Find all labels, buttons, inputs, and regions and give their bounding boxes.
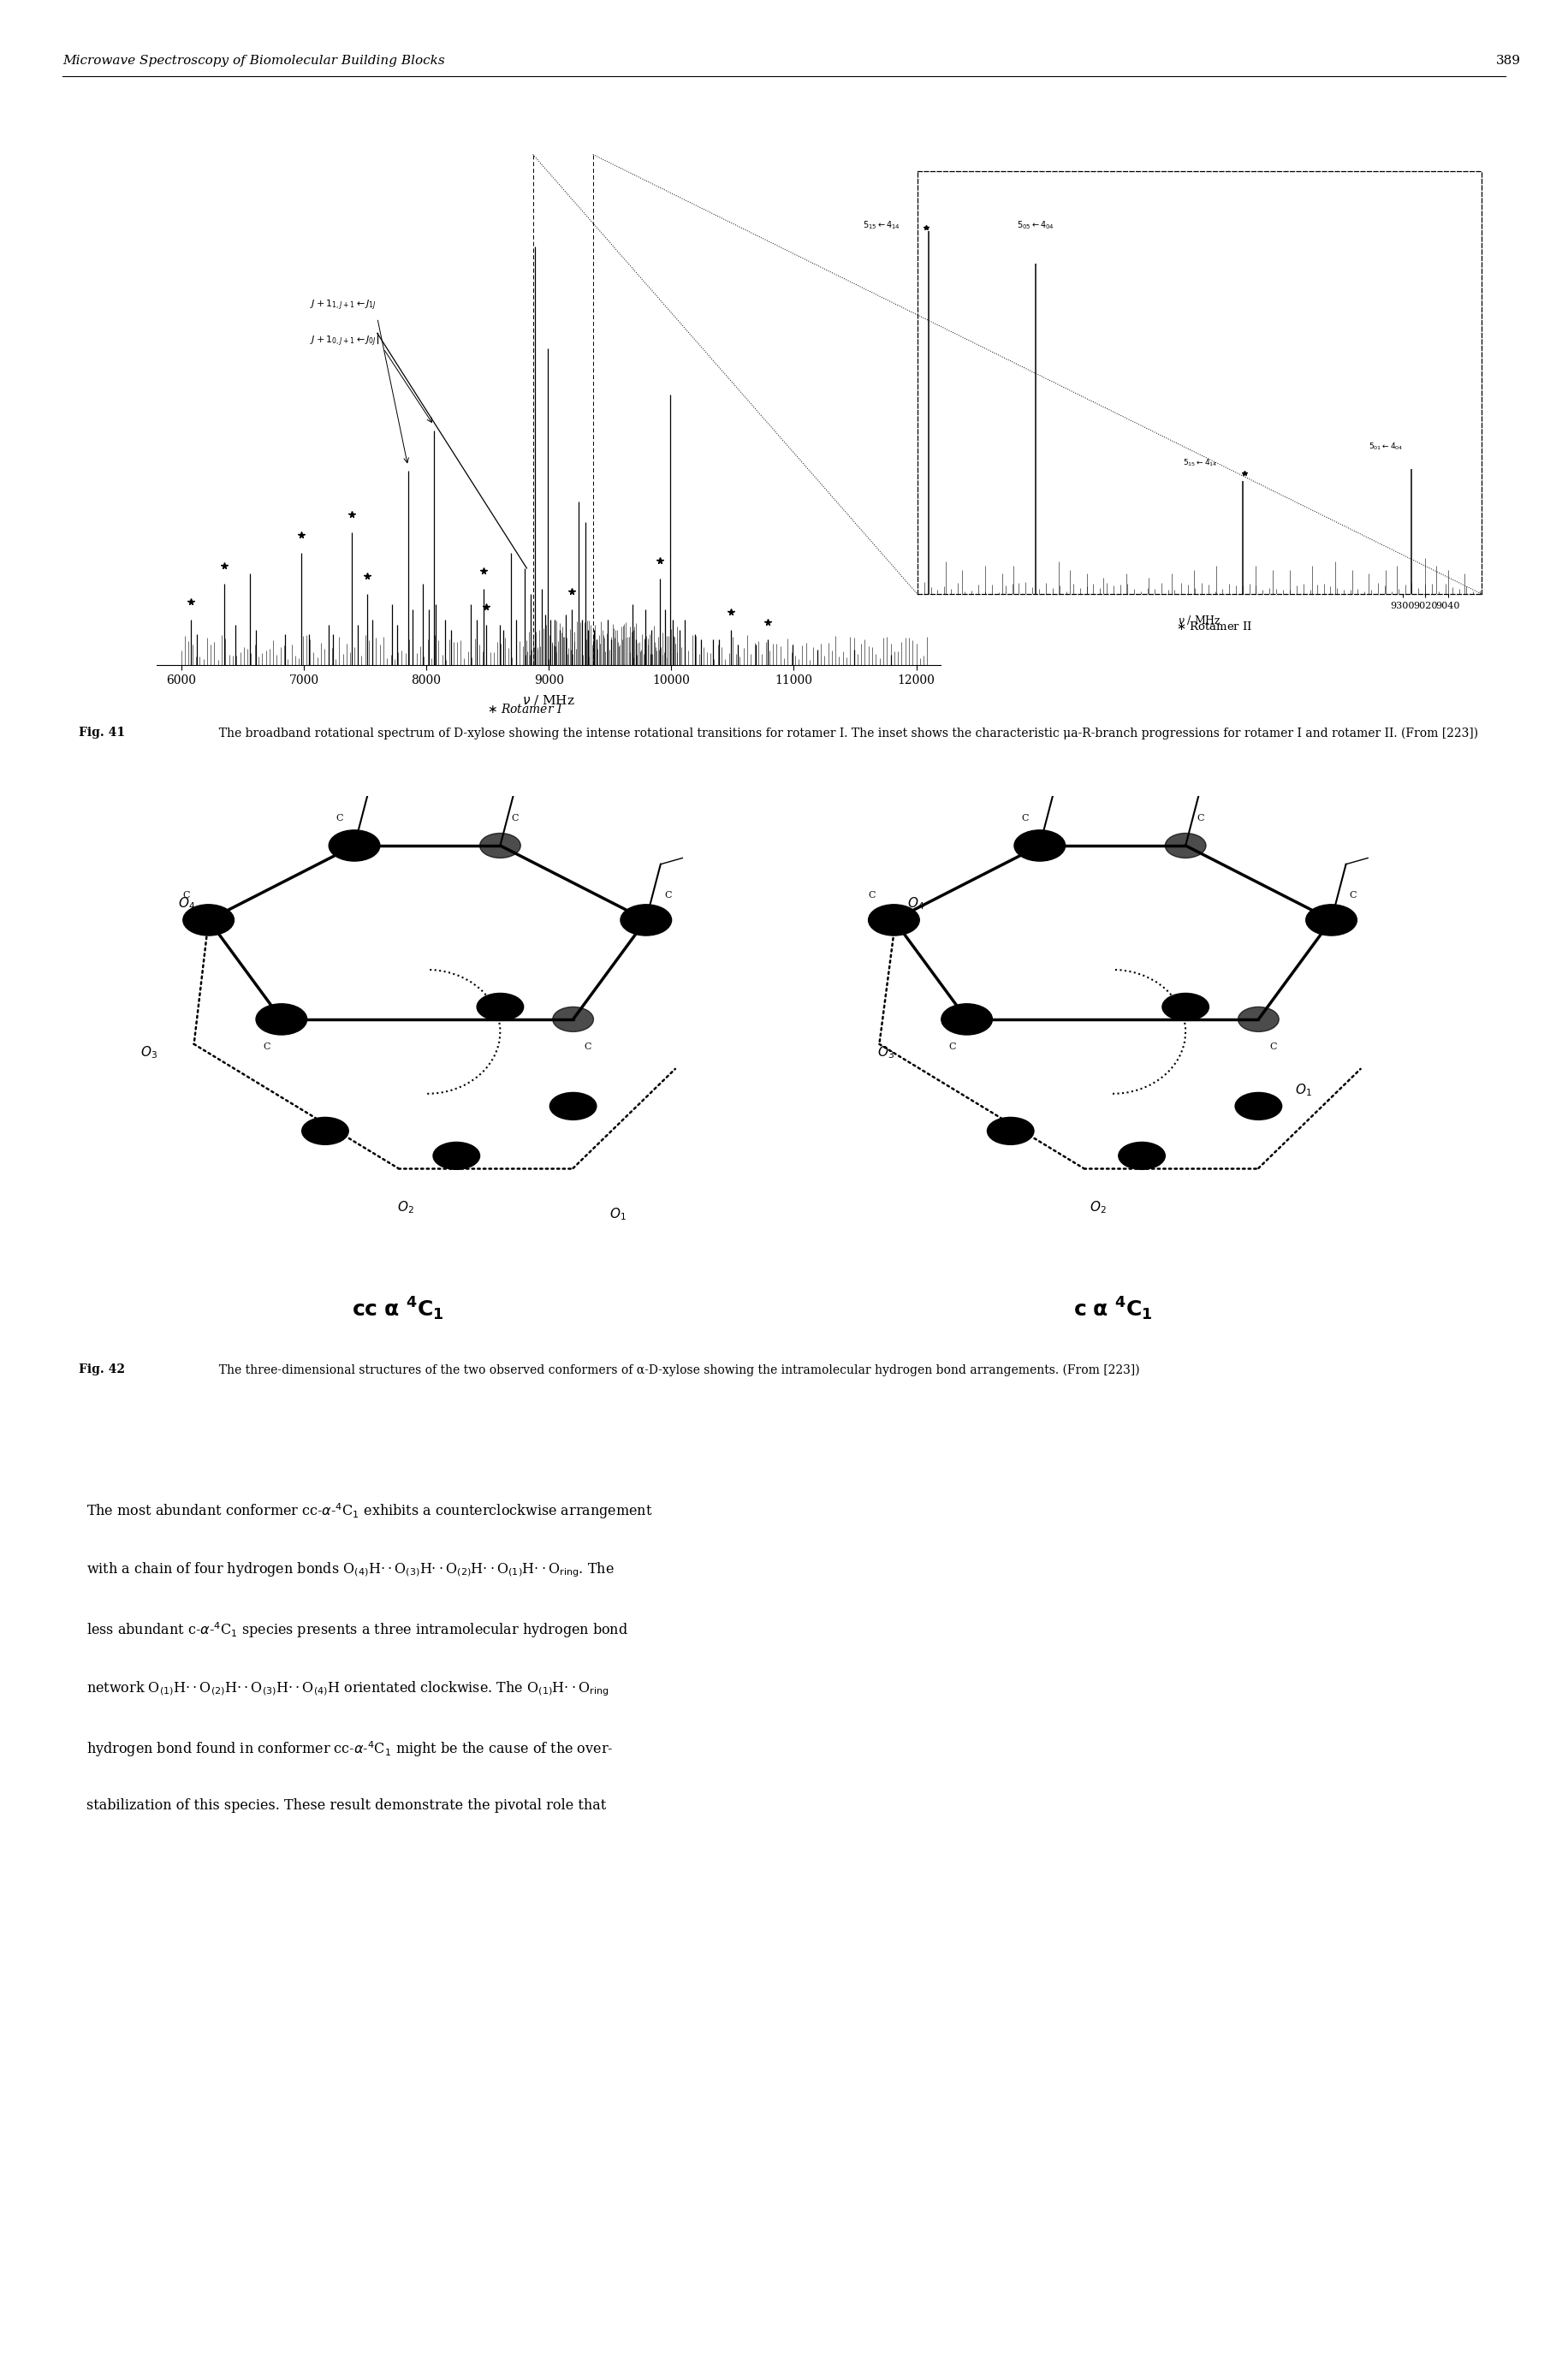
Text: C: C bbox=[336, 815, 343, 822]
Text: hydrogen bond found in conformer cc-$\alpha$-$^4$C$_1$ might be the cause of the: hydrogen bond found in conformer cc-$\al… bbox=[86, 1739, 613, 1758]
Ellipse shape bbox=[1306, 905, 1356, 936]
X-axis label: $\nu$ / MHz: $\nu$ / MHz bbox=[1178, 613, 1221, 627]
Ellipse shape bbox=[1014, 829, 1065, 860]
Ellipse shape bbox=[550, 1093, 596, 1119]
Text: The three-dimensional structures of the two observed conformers of α-D-xylose sh: The three-dimensional structures of the … bbox=[212, 1364, 1140, 1376]
Text: C: C bbox=[511, 815, 519, 822]
Text: $O_3$: $O_3$ bbox=[877, 1045, 894, 1060]
Text: Fig. 42: Fig. 42 bbox=[78, 1364, 124, 1376]
Text: stabilization of this species. These result demonstrate the pivotal role that: stabilization of this species. These res… bbox=[86, 1799, 605, 1813]
Ellipse shape bbox=[303, 1117, 348, 1145]
Text: $\mathbf{c\ \alpha\ }$$\mathbf{^4C_1}$: $\mathbf{c\ \alpha\ }$$\mathbf{^4C_1}$ bbox=[1073, 1295, 1152, 1323]
Text: $5_{01}\leftarrow 4_{04}$: $5_{01}\leftarrow 4_{04}$ bbox=[1369, 442, 1403, 451]
Ellipse shape bbox=[941, 1003, 993, 1036]
Text: C: C bbox=[949, 1043, 956, 1050]
Text: C: C bbox=[1021, 815, 1029, 822]
Ellipse shape bbox=[1236, 1093, 1281, 1119]
Text: $O_1$: $O_1$ bbox=[610, 1207, 627, 1221]
Text: C: C bbox=[183, 891, 190, 901]
Text: $O_1$: $O_1$ bbox=[1295, 1081, 1312, 1098]
Text: $\ast$ Rotamer I: $\ast$ Rotamer I bbox=[488, 703, 563, 715]
Text: network O$_{(1)}$H$\cdot\cdot$O$_{(2)}$H$\cdot\cdot$O$_{(3)}$H$\cdot\cdot$O$_{(4: network O$_{(1)}$H$\cdot\cdot$O$_{(2)}$H… bbox=[86, 1680, 608, 1699]
Text: $\mathbf{cc\ \alpha\ }$$\mathbf{^4C_1}$: $\mathbf{cc\ \alpha\ }$$\mathbf{^4C_1}$ bbox=[353, 1295, 444, 1323]
Text: $5_{15}\leftarrow 4_{14}$: $5_{15}\leftarrow 4_{14}$ bbox=[862, 219, 900, 230]
Text: $5_{15}\leftarrow 4_{14}$: $5_{15}\leftarrow 4_{14}$ bbox=[1182, 459, 1217, 468]
Text: C: C bbox=[583, 1043, 591, 1050]
Ellipse shape bbox=[621, 905, 671, 936]
Ellipse shape bbox=[433, 1143, 480, 1169]
Text: $J+1_{0,J+1}\leftarrow J_{0J}$: $J+1_{0,J+1}\leftarrow J_{0J}$ bbox=[310, 335, 376, 349]
Ellipse shape bbox=[988, 1117, 1033, 1145]
Ellipse shape bbox=[1118, 1143, 1165, 1169]
X-axis label: $\nu$ / MHz: $\nu$ / MHz bbox=[522, 694, 575, 708]
Text: C: C bbox=[1350, 891, 1356, 901]
Ellipse shape bbox=[869, 905, 919, 936]
Text: $O_4$: $O_4$ bbox=[179, 896, 196, 912]
Ellipse shape bbox=[477, 993, 524, 1022]
Text: The broadband rotational spectrum of D-xylose showing the intense rotational tra: The broadband rotational spectrum of D-x… bbox=[212, 727, 1479, 739]
Text: $O_4$: $O_4$ bbox=[908, 896, 925, 912]
Text: C: C bbox=[1270, 1043, 1276, 1050]
Text: $\ast$ Rotamer II: $\ast$ Rotamer II bbox=[1176, 620, 1253, 632]
Ellipse shape bbox=[329, 829, 379, 860]
Text: $O_2$: $O_2$ bbox=[397, 1200, 414, 1217]
Text: C: C bbox=[263, 1043, 271, 1050]
Text: C: C bbox=[869, 891, 875, 901]
Text: Microwave Spectroscopy of Biomolecular Building Blocks: Microwave Spectroscopy of Biomolecular B… bbox=[63, 55, 445, 67]
Ellipse shape bbox=[1165, 834, 1206, 858]
Ellipse shape bbox=[1162, 993, 1209, 1022]
Ellipse shape bbox=[256, 1003, 307, 1036]
Ellipse shape bbox=[480, 834, 521, 858]
Text: $O_3$: $O_3$ bbox=[141, 1045, 157, 1060]
Ellipse shape bbox=[183, 905, 234, 936]
Text: $J+1_{1,J+1}\leftarrow J_{1J}$: $J+1_{1,J+1}\leftarrow J_{1J}$ bbox=[310, 299, 376, 314]
Ellipse shape bbox=[1239, 1007, 1279, 1031]
Text: with a chain of four hydrogen bonds O$_{(4)}$H$\cdot\cdot$O$_{(3)}$H$\cdot\cdot$: with a chain of four hydrogen bonds O$_{… bbox=[86, 1561, 615, 1580]
Text: The most abundant conformer cc-$\alpha$-$^4$C$_1$ exhibits a counterclockwise ar: The most abundant conformer cc-$\alpha$-… bbox=[86, 1502, 652, 1521]
Text: C: C bbox=[1196, 815, 1204, 822]
Text: $O_2$: $O_2$ bbox=[1090, 1200, 1107, 1217]
Text: 389: 389 bbox=[1496, 55, 1521, 67]
Ellipse shape bbox=[552, 1007, 594, 1031]
Text: Fig. 41: Fig. 41 bbox=[78, 727, 125, 739]
Text: $5_{05}\leftarrow 4_{04}$: $5_{05}\leftarrow 4_{04}$ bbox=[1016, 219, 1054, 230]
Text: C: C bbox=[665, 891, 671, 901]
Text: less abundant c-$\alpha$-$^4$C$_1$ species presents a three intramolecular hydro: less abundant c-$\alpha$-$^4$C$_1$ speci… bbox=[86, 1620, 629, 1639]
